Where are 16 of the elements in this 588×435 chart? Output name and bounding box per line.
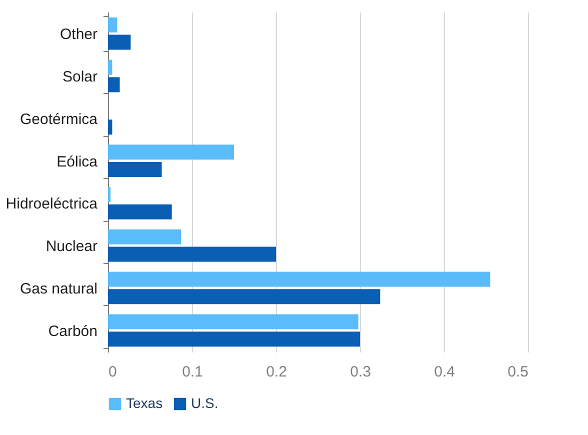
x-tick-label: 0 <box>108 364 117 380</box>
x-tick-label: 0.3 <box>350 364 371 380</box>
y-tick-label: Gas natural <box>20 280 98 298</box>
x-tick-label: 0.2 <box>266 364 287 380</box>
x-tick-label: 0.1 <box>182 364 203 380</box>
y-tick-label: Eólica <box>56 153 98 170</box>
y-tick-label: Geotérmica <box>20 110 98 128</box>
y-tick-label: Hidroeléctrica <box>6 196 98 213</box>
y-tick-label: Solar <box>62 68 98 86</box>
y-tick-label: Carbón <box>48 322 98 340</box>
legend-label: U.S. <box>191 395 218 411</box>
x-tick-label: 0.5 <box>508 364 528 380</box>
legend-label: Texas <box>126 395 163 411</box>
y-tick-label: Other <box>60 26 98 44</box>
x-tick-label: 0.4 <box>434 364 455 380</box>
y-tick-label: Nuclear <box>46 238 98 256</box>
